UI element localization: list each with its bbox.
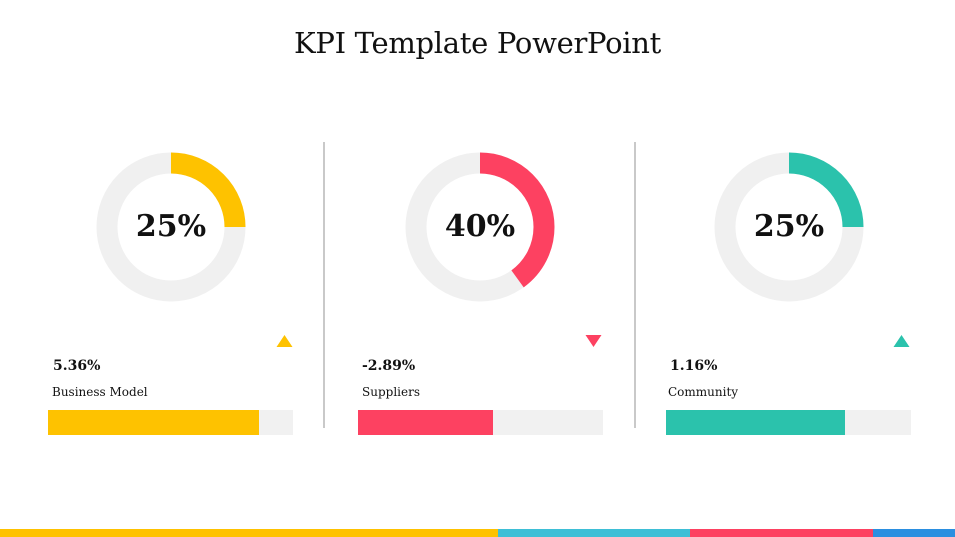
footer-segment-cyan [498,529,690,537]
progress-bar-fill [358,410,493,435]
progress-bar [48,410,293,435]
footer-color-strip [0,529,955,537]
kpi-percent: 40% [444,209,516,244]
kpi-card-community: 25% 1.16% Community [666,0,912,537]
kpi-card-business-model: 25% 5.36% Business Model [48,0,294,537]
progress-bar [358,410,603,435]
kpi-percent: 25% [135,209,207,244]
divider-1 [323,142,325,428]
kpi-card-suppliers: 40% -2.89% Suppliers [358,0,604,537]
progress-bar-fill [48,410,259,435]
donut-progress-arc [714,152,864,302]
trend-down-icon [585,335,602,347]
progress-bar [666,410,911,435]
kpi-label: Business Model [52,385,148,399]
kpi-change: -2.89% [362,358,416,374]
progress-bar-fill [666,410,845,435]
donut-progress-arc [96,152,246,302]
kpi-change: 1.16% [670,358,718,374]
footer-segment-blue [873,529,955,537]
footer-segment-yellow [0,529,498,537]
donut-chart: 25% [96,152,246,302]
kpi-percent: 25% [753,209,825,244]
kpi-label: Community [668,385,739,399]
donut-chart: 40% [405,152,555,302]
trend-up-icon [893,335,910,347]
trend-up-icon [276,335,293,347]
kpi-change: 5.36% [53,358,101,374]
divider-2 [634,142,636,428]
kpi-label: Suppliers [362,385,420,399]
footer-segment-red [690,529,873,537]
donut-chart: 25% [714,152,864,302]
slide-title: KPI Template PowerPoint [294,26,661,60]
donut-progress-arc [405,152,555,302]
